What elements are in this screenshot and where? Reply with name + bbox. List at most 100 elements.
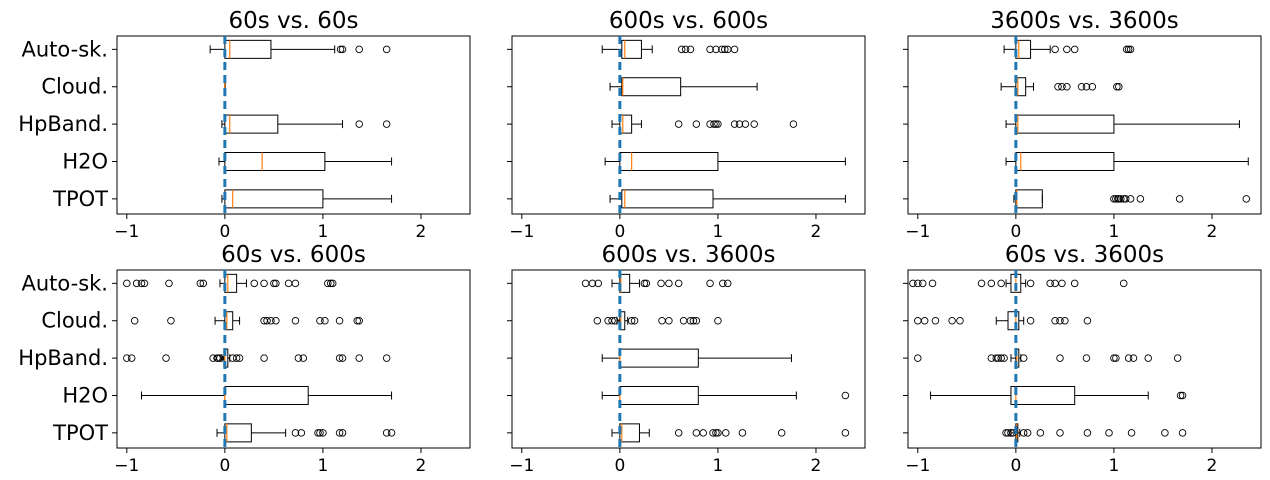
box-autosk: [1003, 39, 1135, 59]
outlier-point: [1054, 82, 1062, 91]
y-tick-label: H2O: [62, 383, 108, 407]
outlier-point: [382, 45, 391, 54]
outlier-point: [1121, 195, 1130, 203]
iqr-box: [224, 39, 272, 59]
x-tick-label: 2: [1207, 222, 1218, 242]
box-autosk: [123, 273, 337, 293]
x-tick-label: 1: [1109, 456, 1120, 476]
outlier-point: [918, 279, 927, 288]
iqr-box: [224, 423, 252, 443]
outlier-point: [789, 120, 798, 128]
x-tick-label: −1: [114, 222, 139, 242]
outlier-point: [706, 279, 714, 288]
x-tick-label: 2: [811, 222, 822, 242]
outlier-point: [714, 120, 722, 128]
outlier-point: [291, 279, 300, 288]
plot-frame: [116, 35, 471, 215]
y-tick-label: Cloud.: [41, 309, 108, 333]
outlier-point: [718, 45, 726, 54]
outlier-point: [1056, 354, 1064, 362]
outlier-point: [630, 316, 639, 325]
outlier-point: [235, 354, 244, 362]
outlier-point: [284, 279, 293, 288]
outlier-point: [1161, 429, 1169, 437]
outlier-point: [1058, 279, 1066, 288]
panel-5: 600s vs. 3600s −1 0 1 2: [507, 242, 866, 476]
iqr-box: [621, 77, 682, 97]
outlier-point: [327, 279, 335, 288]
outlier-point: [127, 354, 136, 362]
panel-title: 60s vs. 3600s: [1005, 242, 1164, 268]
outlier-point: [1026, 279, 1035, 288]
outlier-point: [335, 429, 344, 437]
outlier-point: [750, 120, 758, 128]
outlier-point: [1077, 82, 1086, 91]
outlier-point: [1127, 429, 1136, 437]
outlier-point: [1036, 429, 1045, 437]
plot-frame: [511, 269, 866, 449]
outlier-point: [681, 45, 690, 54]
outlier-point: [719, 279, 727, 288]
outlier-point: [709, 429, 717, 437]
outlier-point: [581, 279, 590, 288]
outlier-point: [1144, 354, 1152, 362]
box-cloud: [593, 311, 722, 331]
outlier-point: [677, 45, 686, 54]
outlier-point: [1117, 195, 1125, 203]
x-tick-label: −1: [905, 222, 930, 242]
x-tick-label: 1: [1109, 222, 1120, 242]
outlier-point: [1083, 316, 1092, 325]
outlier-point: [336, 45, 345, 54]
box-h2o: [604, 151, 846, 171]
y-tick-label: TPOT: [52, 187, 108, 211]
iqr-box: [619, 114, 633, 134]
iqr-box: [621, 189, 714, 209]
outlier-point: [1026, 316, 1035, 325]
iqr-box: [224, 273, 238, 293]
outlier-point: [730, 45, 739, 54]
box-cloud: [130, 311, 363, 331]
panel-title: 3600s vs. 3600s: [990, 8, 1179, 34]
iqr-box: [1007, 311, 1020, 331]
outlier-point: [1129, 354, 1138, 362]
outlier-point: [627, 316, 636, 325]
outlier-point: [1175, 195, 1184, 203]
outlier-point: [588, 279, 597, 288]
x-tick-label: 0: [614, 456, 625, 476]
iqr-box: [224, 189, 324, 209]
outlier-point: [1051, 45, 1059, 54]
box-hpband: [1005, 114, 1240, 134]
outlier-point: [1019, 429, 1028, 437]
outlier-point: [316, 429, 324, 437]
outlier-point: [714, 316, 722, 325]
y-tick-label: HpBand.: [18, 112, 108, 136]
panel-3: 3600s vs. 3600s −1 0 1 2: [903, 8, 1262, 242]
iqr-box: [621, 39, 642, 59]
outlier-point: [316, 316, 324, 325]
iqr-box: [619, 151, 719, 171]
panel-2: 600s vs. 600s −1 0 1 2: [507, 8, 866, 242]
outlier-point: [1082, 354, 1091, 362]
x-tick-label: 0: [614, 222, 625, 242]
outlier-point: [730, 120, 739, 128]
x-tick-label: −1: [905, 456, 930, 476]
outlier-point: [1176, 391, 1185, 400]
outlier-point: [140, 279, 149, 288]
box-tpot: [221, 189, 393, 209]
x-tick-label: −1: [114, 456, 139, 476]
y-tick-label: HpBand.: [18, 346, 108, 370]
outlier-point: [1088, 82, 1097, 91]
outlier-point: [928, 279, 937, 288]
outlier-point: [914, 279, 922, 288]
outlier-point: [712, 429, 720, 437]
outlier-point: [604, 316, 612, 325]
outlier-point: [722, 429, 730, 437]
iqr-box: [1015, 39, 1032, 59]
outlier-point: [679, 316, 688, 325]
outlier-point: [1115, 82, 1123, 91]
outlier-point: [1126, 45, 1135, 54]
x-tick-label: 1: [713, 456, 724, 476]
outlier-point: [1119, 279, 1128, 288]
outlier-point: [706, 45, 714, 54]
iqr-box: [1015, 151, 1115, 171]
